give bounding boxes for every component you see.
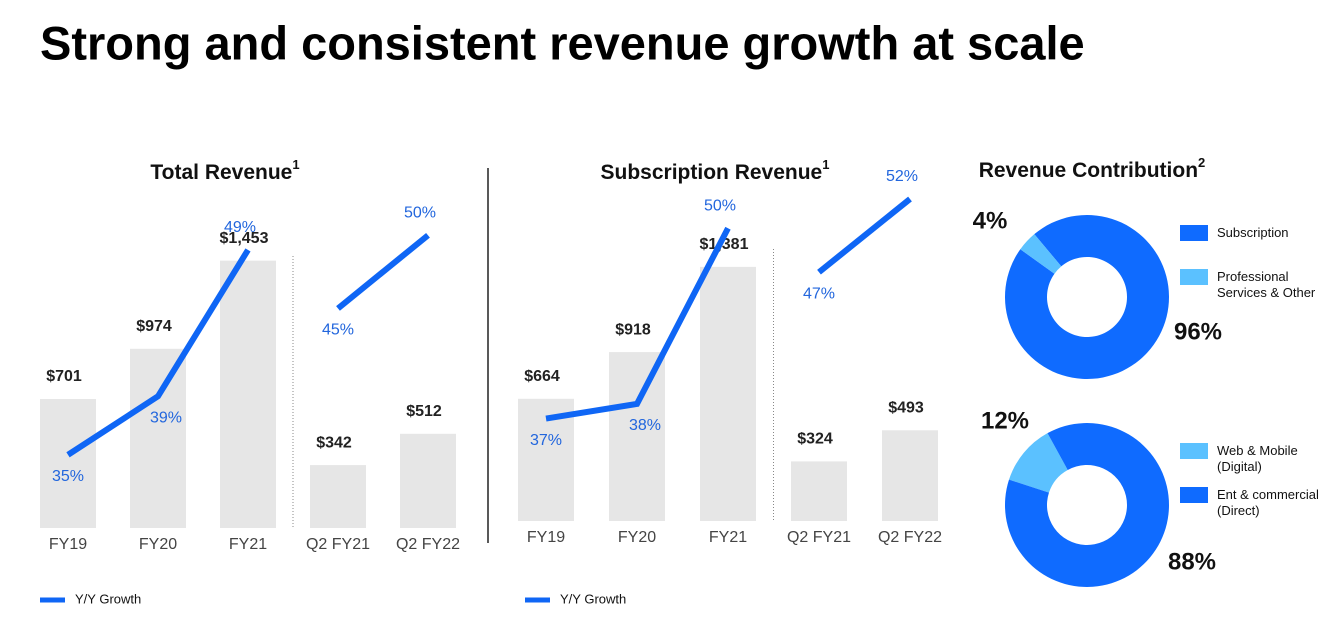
x-tick-label: FY19 (527, 529, 565, 546)
bar (400, 433, 456, 528)
growth-label: 50% (404, 204, 436, 221)
x-tick-label: FY19 (49, 536, 87, 553)
x-tick-label: Q2 FY21 (306, 536, 370, 553)
bar (791, 461, 847, 521)
growth-line (817, 196, 912, 275)
slide-title: Strong and consistent revenue growth at … (40, 16, 1085, 69)
growth-label: 52% (886, 168, 918, 185)
slice-label: 12% (981, 407, 1029, 434)
footnote-mark: 1 (292, 157, 299, 172)
bar (609, 352, 665, 521)
x-tick-label: Q2 FY22 (878, 529, 942, 546)
legend-swatch (1180, 487, 1208, 503)
growth-line (545, 226, 731, 422)
growth-label: 45% (322, 322, 354, 339)
bar-value-label: $918 (615, 321, 651, 338)
slice-label: 96% (1174, 318, 1222, 345)
bar (130, 348, 186, 528)
bar-value-label: $1,453 (220, 230, 269, 247)
legend-label: Y/Y Growth (560, 591, 626, 606)
donut-slice (1020, 234, 1062, 274)
legend-label: Subscription (1217, 225, 1289, 240)
bar-value-label: $1,381 (700, 236, 749, 253)
growth-label: 37% (530, 432, 562, 449)
legend-swatch (1180, 443, 1208, 459)
bar-value-label: $701 (46, 368, 82, 385)
bar-value-label: $324 (797, 431, 833, 448)
legend-label: Web & Mobile (Digital) (1217, 443, 1298, 474)
legend-label: Professional Services & Other (1217, 269, 1316, 300)
donut-slice (1004, 423, 1169, 587)
footnote-mark: 1 (822, 157, 829, 172)
bar (220, 260, 276, 528)
x-tick-label: FY21 (229, 536, 267, 553)
bar (40, 399, 96, 528)
chart-title: Total Revenue1 (150, 157, 299, 183)
x-tick-label: FY21 (709, 529, 747, 546)
growth-label: 47% (803, 285, 835, 302)
legend-swatch (1180, 269, 1208, 285)
bar (518, 398, 574, 521)
growth-label: 49% (224, 219, 256, 236)
slice-label: 4% (973, 207, 1008, 234)
bar-value-label: $493 (888, 400, 924, 417)
chart-title: Revenue Contribution2 (979, 155, 1206, 181)
growth-label: 35% (52, 468, 84, 485)
growth-label: 38% (629, 417, 661, 434)
chart-title: Subscription Revenue1 (601, 157, 830, 183)
growth-label: 39% (150, 409, 182, 426)
slice-label: 88% (1168, 548, 1216, 575)
bar (882, 430, 938, 521)
legend-label: Y/Y Growth (75, 591, 141, 606)
x-tick-label: FY20 (618, 529, 656, 546)
title-text: Revenue Contribution (979, 159, 1198, 182)
growth-label: 50% (704, 197, 736, 214)
x-tick-label: Q2 FY21 (787, 529, 851, 546)
growth-line (336, 232, 430, 311)
legend-label: Ent & commercial (Direct) (1217, 487, 1319, 518)
bar-value-label: $974 (136, 318, 172, 335)
bar-value-label: $342 (316, 434, 352, 451)
x-tick-label: FY20 (139, 536, 177, 553)
title-text: Total Revenue (150, 161, 292, 184)
growth-line (66, 248, 251, 458)
donut-slice (1009, 433, 1068, 493)
legend-swatch (1180, 225, 1208, 241)
donut-slice (1005, 214, 1169, 379)
bar (310, 465, 366, 528)
x-tick-label: Q2 FY22 (396, 536, 460, 553)
footnote-mark: 2 (1198, 155, 1205, 170)
bar-value-label: $664 (524, 368, 560, 385)
title-text: Subscription Revenue (601, 161, 823, 184)
bar-value-label: $512 (406, 403, 442, 420)
bar (700, 266, 756, 521)
